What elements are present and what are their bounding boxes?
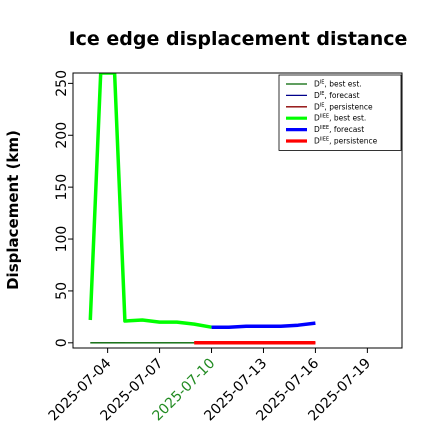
plot-lines	[88, 73, 316, 345]
plot-frame	[72, 72, 403, 349]
legend-box	[278, 74, 402, 151]
y-tick-label: 50	[54, 282, 70, 300]
y-axis: 0 50 100 150 200 250	[54, 70, 73, 347]
series-line-4	[211, 321, 316, 329]
series-line-3	[88, 73, 212, 329]
y-tick-label: 200	[54, 122, 70, 149]
y-tick-label: 250	[54, 70, 70, 97]
legend-label: DIE, forecast	[314, 91, 360, 100]
legend-label: DIIEE, persistence	[314, 137, 378, 146]
chart-title: Ice edge displacement distance	[69, 28, 408, 50]
legend-label: DIE, persistence	[314, 102, 373, 111]
y-tick-label: 150	[54, 174, 70, 201]
legend-label: DIE, best est.	[314, 80, 362, 89]
y-tick-label: 100	[54, 226, 70, 253]
y-tick-label: 0	[54, 338, 70, 347]
legend: DIE, best est. DIE, forecast DIE, persiste…	[278, 74, 402, 151]
y-axis-label: Displacement (km)	[4, 130, 22, 290]
x-axis: 2025-07-042025-07-072025-07-102025-07-13…	[46, 348, 374, 424]
legend-label: DIIEE, forecast	[314, 125, 364, 134]
legend-label: DIIEE, best est.	[314, 114, 366, 123]
